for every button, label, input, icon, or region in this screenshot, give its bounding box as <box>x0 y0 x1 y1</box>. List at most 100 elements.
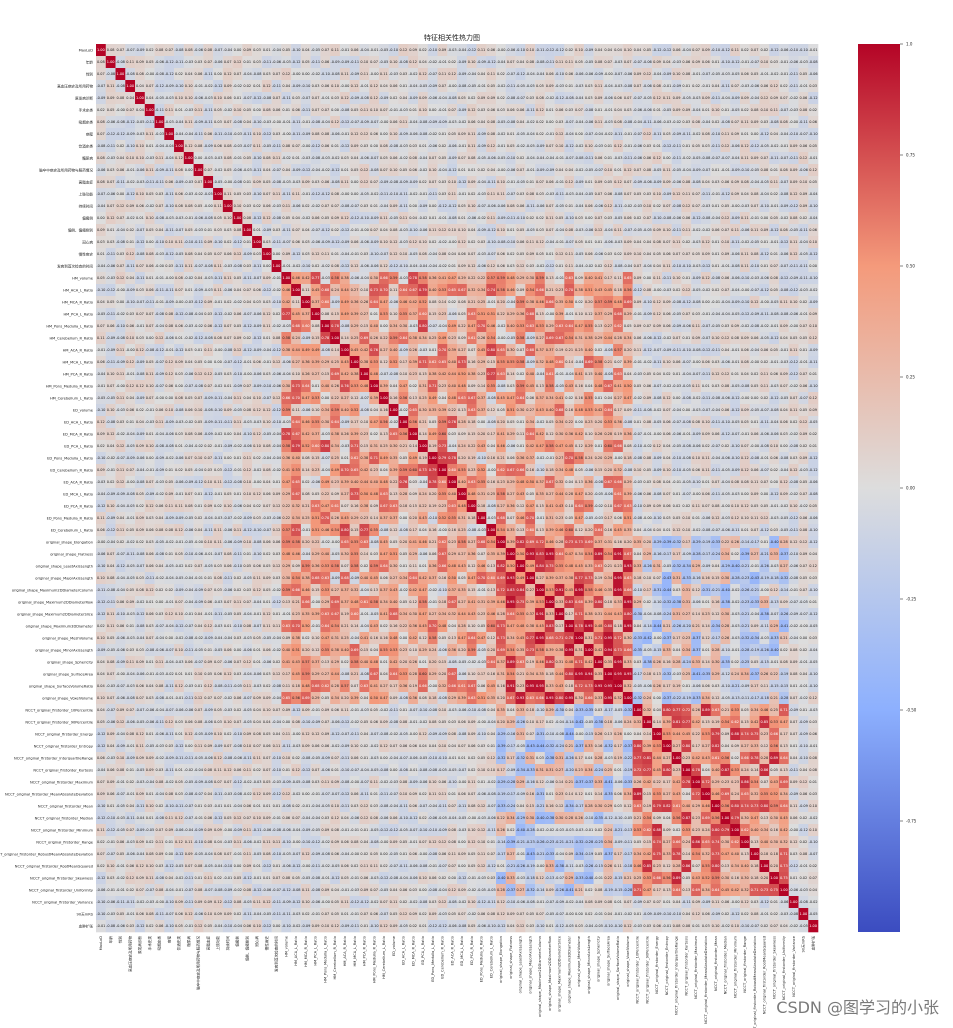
heatmap-cell <box>359 80 370 93</box>
heatmap-cell <box>535 68 546 81</box>
heatmap-cell <box>193 44 204 57</box>
heatmap-cell <box>310 44 321 57</box>
heatmap-cell <box>593 56 604 69</box>
heatmap-cell <box>505 44 516 57</box>
heatmap-cell <box>281 56 292 69</box>
heatmap-cell <box>535 44 546 57</box>
heatmap-cell <box>144 80 155 93</box>
heatmap-cell <box>778 56 790 69</box>
heatmap-cell <box>583 44 594 57</box>
heatmap-cell <box>154 80 165 93</box>
heatmap-cell <box>291 68 302 81</box>
heatmap-cell <box>525 44 536 57</box>
heatmap-cell <box>320 44 331 57</box>
heatmap-cells <box>96 44 819 933</box>
heatmap-cell <box>427 56 438 69</box>
heatmap-cell <box>710 44 721 57</box>
heatmap-cell <box>788 56 799 69</box>
heatmap-cell <box>583 68 594 81</box>
heatmap-cell <box>466 68 477 81</box>
heatmap-cell <box>486 44 497 57</box>
heatmap-cell <box>671 44 682 57</box>
heatmap-cell <box>457 56 468 69</box>
heatmap-cell <box>730 68 741 81</box>
heatmap-cell <box>642 44 653 57</box>
heatmap-cell <box>105 44 116 57</box>
heatmap-cell <box>700 44 711 57</box>
heatmap-cell <box>203 80 214 93</box>
heatmap-cell <box>388 56 399 69</box>
heatmap-cell <box>330 44 341 57</box>
heatmap-cell <box>457 68 468 81</box>
heatmap-cell <box>242 80 253 93</box>
heatmap-cell <box>437 44 448 57</box>
heatmap-cell <box>144 56 155 69</box>
heatmap-cell <box>525 68 536 81</box>
heatmap-cell <box>642 56 653 69</box>
heatmap-cell <box>203 56 214 69</box>
heatmap-cell <box>759 68 770 81</box>
heatmap-cell <box>574 56 585 69</box>
heatmap-cell <box>681 56 692 69</box>
heatmap-cell <box>437 68 448 81</box>
heatmap-cell <box>408 56 419 69</box>
heatmap-cell <box>564 44 575 57</box>
heatmap-cell <box>525 56 536 69</box>
heatmap-cell <box>369 68 380 81</box>
heatmap-cell <box>300 80 311 93</box>
heatmap-cell <box>769 68 780 81</box>
heatmap-cell <box>652 44 663 57</box>
heatmap-cell <box>330 80 341 93</box>
heatmap-cell <box>242 44 253 57</box>
heatmap-cell <box>544 68 555 81</box>
heatmap-cell <box>554 56 565 69</box>
heatmap-cell <box>291 56 302 69</box>
heatmap-cell <box>700 68 711 81</box>
heatmap-cell <box>798 44 809 57</box>
heatmap-cell <box>320 68 331 81</box>
heatmap-cell <box>135 68 146 81</box>
heatmap-cell <box>798 68 809 81</box>
heatmap-cell <box>96 80 107 93</box>
heatmap-cell <box>642 68 653 81</box>
heatmap-cell <box>320 80 331 93</box>
heatmap-cell <box>291 44 302 57</box>
heatmap-cell <box>661 44 672 57</box>
heatmap-cell <box>447 56 458 69</box>
heatmap-cell <box>349 68 360 81</box>
heatmap-cell <box>749 44 760 57</box>
heatmap-cell <box>486 56 497 69</box>
heatmap-cell <box>505 56 516 69</box>
heatmap-cell <box>281 68 292 81</box>
heatmap-cell <box>681 68 692 81</box>
heatmap-cell <box>739 44 751 57</box>
heatmap-cell <box>320 56 331 69</box>
heatmap-cell <box>125 56 136 69</box>
heatmap-cell <box>544 56 555 69</box>
heatmap-cell <box>261 56 272 69</box>
heatmap-cell <box>349 56 360 69</box>
heatmap-cell <box>778 68 790 81</box>
heatmap-cell <box>291 80 302 93</box>
heatmap-cell <box>788 68 799 81</box>
heatmap-cell <box>739 56 751 69</box>
heatmap-cell <box>398 68 409 81</box>
heatmap-cell <box>808 56 819 69</box>
heatmap-cell <box>564 56 575 69</box>
heatmap-cell <box>378 56 390 69</box>
heatmap-cell <box>603 56 614 69</box>
heatmap-cell <box>115 44 126 57</box>
heatmap-cell <box>183 56 194 69</box>
heatmap-cell <box>417 68 429 81</box>
heatmap-cell <box>710 68 721 81</box>
heatmap-cell <box>261 80 272 93</box>
heatmap-cell <box>778 44 790 57</box>
heatmap-cell <box>720 56 731 69</box>
heatmap-cell <box>271 44 282 57</box>
heatmap-cell <box>339 68 350 81</box>
heatmap-cell <box>710 56 721 69</box>
heatmap-cell <box>730 44 741 57</box>
heatmap-cell <box>193 80 204 93</box>
heatmap-cell <box>125 68 136 81</box>
heatmap-cell <box>310 68 321 81</box>
